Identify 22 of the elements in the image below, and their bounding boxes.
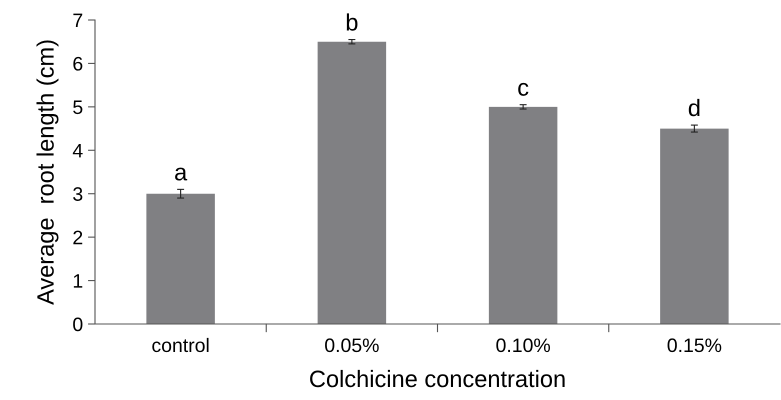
- annotation: d: [688, 98, 700, 116]
- y-tick-label: 0: [73, 317, 82, 332]
- x-tick-label: control: [152, 338, 209, 352]
- bar: [660, 128, 729, 324]
- x-tick-label: 0.10%: [496, 338, 550, 352]
- y-tick-label: 3: [73, 187, 82, 201]
- bar: [318, 42, 386, 324]
- y-tick-label: 4: [72, 144, 83, 158]
- annotation: b: [346, 13, 358, 31]
- y-tick-label: 6: [73, 56, 82, 71]
- bar: [146, 194, 215, 324]
- x-axis-title: Colchicine concentration: [310, 370, 565, 388]
- annotation: a: [175, 168, 188, 181]
- y-tick-label: 2: [73, 230, 82, 244]
- y-tick-label: 1: [74, 274, 82, 288]
- x-tick-label: 0.05%: [325, 338, 379, 352]
- bar: [488, 106, 558, 324]
- annotation: c: [518, 82, 528, 96]
- y-tick-label: 7: [73, 14, 82, 28]
- y-tick-label: 5: [73, 100, 82, 114]
- y-axis-title: Average root length (cm): [36, 40, 58, 305]
- x-tick-label: 0.15%: [668, 338, 722, 352]
